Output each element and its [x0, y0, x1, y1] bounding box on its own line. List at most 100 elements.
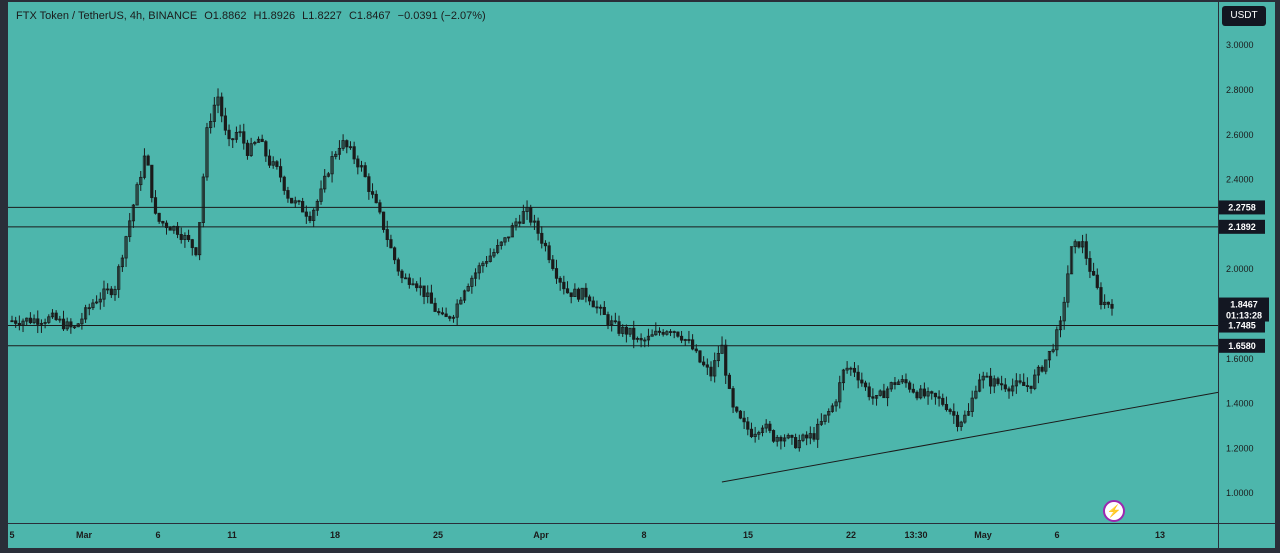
candle-body: [661, 331, 665, 335]
candle-body: [683, 339, 687, 341]
candle-body: [109, 288, 113, 296]
candle-body: [120, 257, 124, 268]
candle-body: [315, 200, 319, 211]
candle-body: [812, 433, 816, 440]
candle-body: [885, 388, 890, 399]
candle-body: [330, 156, 334, 175]
candle-body: [238, 131, 242, 134]
candle-body: [286, 190, 290, 199]
candle-body: [385, 229, 389, 241]
candle-body: [794, 437, 798, 449]
candle-body: [606, 314, 610, 325]
candle-body: [845, 367, 849, 371]
candle-body: [507, 236, 511, 239]
candle-body: [518, 221, 522, 224]
candle-body: [782, 437, 787, 442]
time-tick-label: 6: [155, 530, 160, 540]
candle-body: [893, 382, 897, 385]
candle-body: [805, 434, 809, 439]
candle-body: [694, 348, 698, 352]
candle-body: [83, 307, 88, 320]
candle-body: [293, 200, 297, 204]
candle-body: [738, 410, 743, 419]
candle-body: [687, 339, 691, 341]
candle-body: [650, 334, 654, 337]
candle-body: [1029, 385, 1033, 389]
candle-body: [69, 321, 73, 328]
currency-button[interactable]: USDT: [1222, 6, 1266, 26]
candle-body: [102, 288, 106, 300]
price-tick-label: 1.0000: [1226, 488, 1254, 498]
candle-body: [621, 326, 625, 334]
candle-body: [488, 255, 492, 262]
time-tick-label: 18: [330, 530, 340, 540]
candle-body: [646, 335, 651, 341]
price-tick-label: 2.4000: [1226, 175, 1254, 185]
candle-body: [95, 301, 99, 304]
chart-pane[interactable]: [8, 2, 1218, 523]
candle-body: [624, 326, 628, 335]
candle-body: [790, 434, 794, 438]
candle-body: [198, 222, 202, 256]
candle-body: [1073, 241, 1077, 248]
candle-body: [1103, 301, 1107, 306]
price-tick-label: 2.8000: [1226, 85, 1254, 95]
candle-body: [672, 331, 676, 333]
candle-body: [1025, 385, 1029, 387]
candle-body: [157, 212, 161, 222]
candle-body: [985, 375, 989, 378]
candle-body: [771, 430, 776, 442]
candle-body: [190, 239, 194, 249]
candle-body: [558, 277, 562, 283]
candle-body: [418, 285, 422, 289]
candle-body: [878, 390, 882, 396]
candle-body: [643, 339, 647, 342]
candle-body: [404, 277, 408, 280]
candle-body: [194, 247, 198, 256]
candle-body: [227, 129, 231, 140]
candle-body: [1069, 246, 1074, 275]
candle-body: [941, 397, 945, 405]
level-label-text: 2.1892: [1228, 222, 1256, 232]
candle-body: [407, 277, 411, 285]
candle-body: [1003, 384, 1007, 390]
candle-body: [356, 158, 360, 168]
candle-body: [713, 360, 717, 377]
candle-body: [267, 155, 272, 166]
candle-body: [915, 391, 919, 399]
candle-body: [396, 259, 400, 272]
candle-body: [657, 330, 662, 333]
candle-body: [201, 176, 205, 223]
candle-body: [1088, 257, 1092, 272]
candle-body: [691, 339, 695, 350]
candle-body: [547, 245, 551, 261]
candle-body: [161, 220, 165, 224]
candle-body: [348, 146, 353, 149]
candle-body: [209, 121, 213, 129]
support-trendline: [721, 391, 1219, 483]
price-scale[interactable]: [1218, 2, 1275, 523]
candle-body: [735, 406, 739, 412]
candle-body: [1062, 301, 1066, 322]
symbol-legend: FTX Token / TetherUS, 4h, BINANCE O1.886…: [16, 10, 490, 22]
legend-change: −0.0391 (−2.07%): [397, 10, 486, 22]
candle-body: [28, 317, 32, 324]
candle-body: [289, 197, 294, 204]
candle-body: [988, 375, 993, 387]
lightning-icon[interactable]: ⚡: [1103, 500, 1125, 522]
candle-body: [282, 176, 286, 191]
time-scale[interactable]: [8, 523, 1218, 548]
candle-body: [345, 140, 349, 148]
candle-body: [1099, 287, 1103, 306]
candle-body: [72, 326, 77, 329]
candle-body: [952, 411, 956, 416]
candle-body: [231, 138, 235, 141]
candle-body: [617, 321, 621, 334]
candle-body: [139, 176, 143, 186]
legend-close: C1.8467: [348, 10, 391, 22]
legend-low: L1.8227: [302, 10, 342, 22]
scale-corner: [1218, 523, 1275, 548]
candle-body: [882, 390, 886, 399]
level-label-box: [1219, 200, 1265, 215]
